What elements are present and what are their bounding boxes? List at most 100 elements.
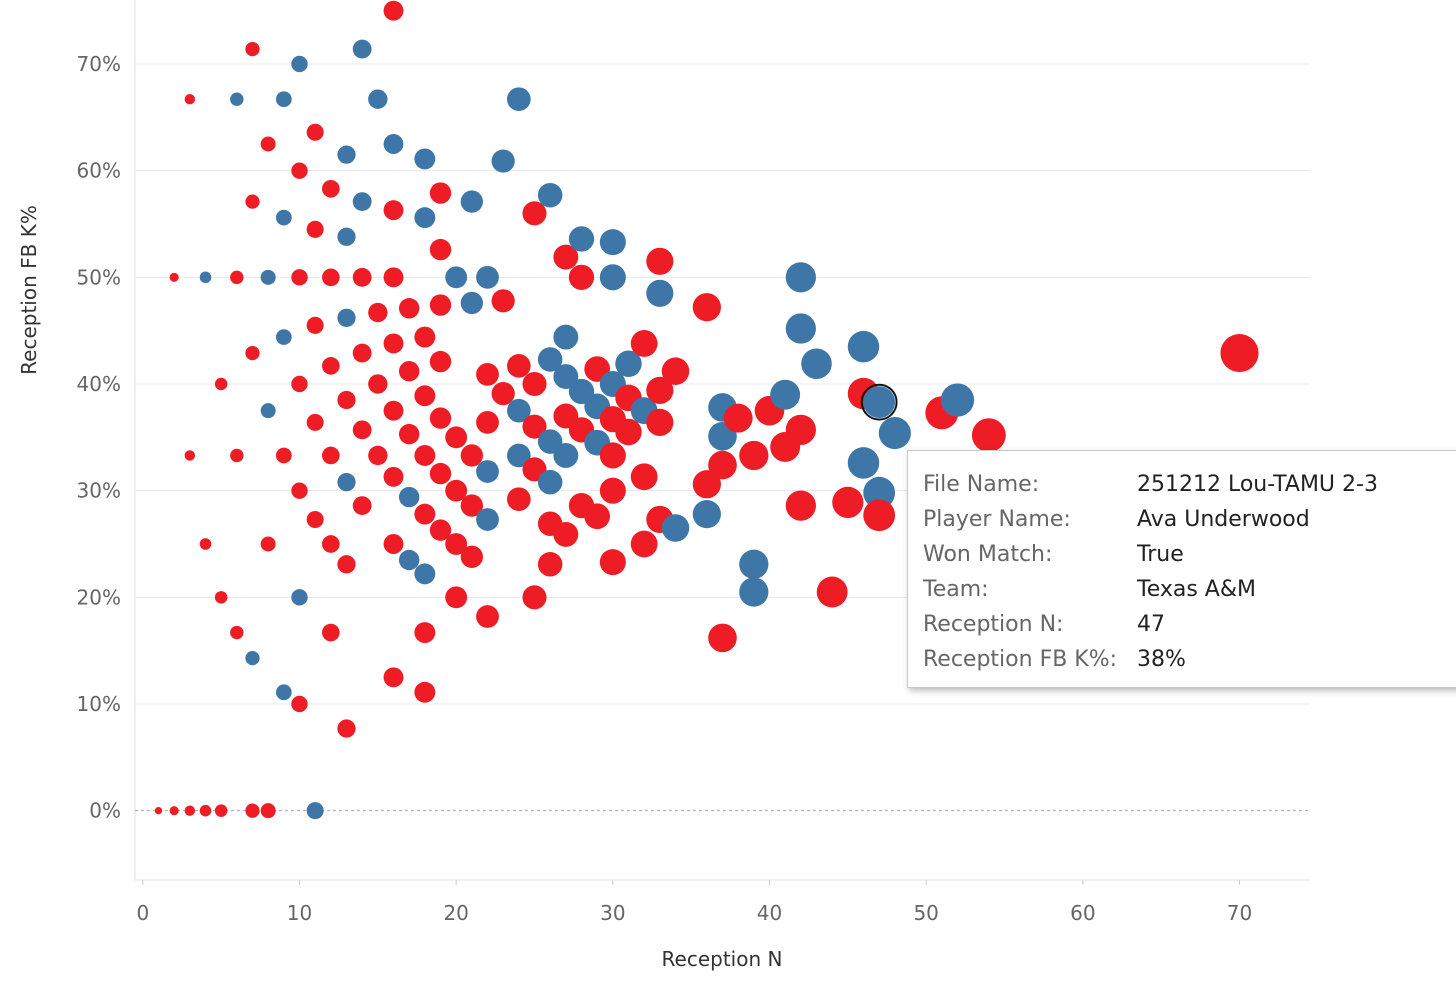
data-point-blue[interactable] [770,379,801,410]
data-point-blue[interactable] [460,190,483,213]
data-point-red[interactable] [306,123,324,141]
data-point-red[interactable] [414,385,436,407]
data-point-red[interactable] [491,381,515,406]
data-point-red[interactable] [352,267,372,287]
data-point-red[interactable] [476,363,499,386]
data-point-red[interactable] [537,552,563,577]
data-point-red[interactable] [661,357,690,385]
data-point-red[interactable] [522,201,547,226]
data-point-red[interactable] [1220,334,1259,373]
data-point-red[interactable] [723,403,753,433]
data-point-blue[interactable] [230,92,244,106]
data-point-red[interactable] [368,374,388,394]
data-point-red[interactable] [214,591,228,604]
data-point-red[interactable] [414,445,436,466]
data-point-red[interactable] [368,445,388,466]
data-point-red[interactable] [383,466,404,487]
data-point-blue[interactable] [661,514,690,542]
data-point-blue[interactable] [260,269,276,285]
data-point-blue[interactable] [275,329,292,345]
data-point-blue[interactable] [878,417,911,450]
data-point-red[interactable] [306,316,324,334]
data-point-red[interactable] [832,486,864,519]
data-point-red[interactable] [491,289,515,313]
data-point-red[interactable] [230,448,244,463]
data-point-red[interactable] [184,805,196,816]
data-point-red[interactable] [646,247,674,275]
data-point-blue[interactable] [275,91,292,108]
data-point-red[interactable] [429,350,452,373]
data-point-blue[interactable] [445,266,468,289]
data-point-blue[interactable] [739,549,769,579]
data-point-red[interactable] [476,411,499,434]
data-point-blue[interactable] [275,209,292,226]
data-point-blue[interactable] [476,265,499,289]
data-point-blue[interactable] [291,55,308,73]
data-point-blue[interactable] [398,486,420,508]
data-point-red[interactable] [414,681,436,703]
data-point-red[interactable] [322,268,340,287]
data-point-red[interactable] [630,330,658,357]
data-point-red[interactable] [445,533,468,555]
data-point-red[interactable] [460,545,483,568]
data-point-red[interactable] [260,536,276,552]
data-point-red[interactable] [337,719,356,738]
data-point-red[interactable] [322,179,340,198]
data-point-red[interactable] [291,375,308,393]
data-point-red[interactable] [646,376,674,404]
data-point-red[interactable] [184,450,196,461]
data-point-blue[interactable] [337,145,356,164]
data-point-blue[interactable] [801,348,832,380]
data-point-red[interactable] [245,194,260,209]
data-point-red[interactable] [398,360,420,382]
data-point-red[interactable] [383,267,404,288]
data-point-blue[interactable] [785,262,816,293]
data-point-red[interactable] [169,272,179,282]
data-point-blue[interactable] [537,347,563,372]
data-point-red[interactable] [383,0,404,21]
data-point-blue[interactable] [275,684,292,701]
data-point-red[interactable] [199,538,212,550]
data-point-red[interactable] [306,413,324,431]
data-point-red[interactable] [429,238,452,261]
data-point-blue[interactable] [199,271,212,284]
data-point-blue[interactable] [352,192,372,212]
data-point-red[interactable] [383,200,404,221]
data-point-red[interactable] [646,408,674,436]
data-point-red[interactable] [169,806,179,816]
data-point-red[interactable] [460,444,483,467]
data-point-red[interactable] [708,450,737,480]
data-point-red[interactable] [553,244,579,270]
data-point-blue[interactable] [491,149,515,173]
data-point-red[interactable] [260,136,276,152]
data-point-red[interactable] [414,622,436,643]
data-point-blue[interactable] [507,87,531,112]
data-point-red[interactable] [460,494,483,517]
data-point-red[interactable] [739,440,769,471]
data-point-red[interactable] [398,298,420,319]
data-point-blue[interactable] [398,549,420,571]
data-point-red[interactable] [383,400,404,421]
data-point-red[interactable] [414,326,436,348]
data-point-blue[interactable] [352,39,372,59]
data-point-red[interactable] [785,414,816,445]
data-point-red[interactable] [245,803,260,818]
data-point-blue[interactable] [507,443,531,468]
data-point-red[interactable] [429,182,452,204]
data-point-red[interactable] [522,585,547,610]
data-point-red[interactable] [816,576,848,608]
data-point-blue[interactable] [260,403,276,419]
data-point-red[interactable] [306,510,324,528]
data-point-blue[interactable] [568,226,595,252]
data-point-blue[interactable] [537,182,563,208]
data-point-red[interactable] [245,41,260,57]
data-point-red[interactable] [414,503,436,525]
data-point-blue[interactable] [739,577,769,607]
data-point-red[interactable] [630,530,658,558]
data-point-blue[interactable] [337,227,356,246]
data-point-red[interactable] [383,333,404,354]
data-point-red[interactable] [615,418,642,446]
data-point-blue[interactable] [414,207,436,229]
data-point-red[interactable] [352,420,372,440]
data-point-blue[interactable] [599,264,626,291]
